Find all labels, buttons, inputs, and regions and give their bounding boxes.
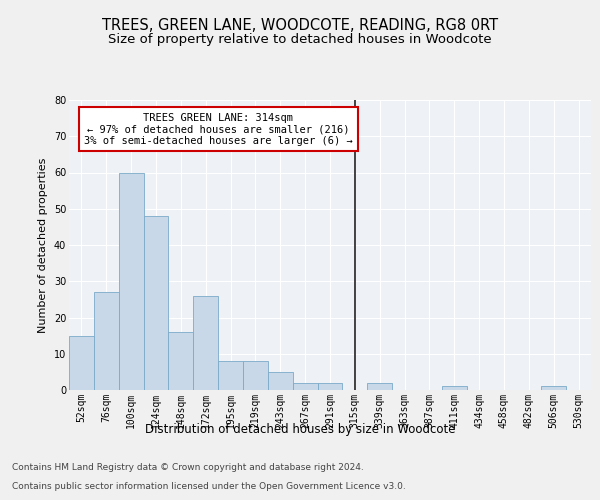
Bar bbox=[541, 386, 566, 390]
Text: Contains public sector information licensed under the Open Government Licence v3: Contains public sector information licen… bbox=[12, 482, 406, 491]
Bar bbox=[367, 383, 392, 390]
Bar bbox=[268, 372, 293, 390]
Bar bbox=[69, 336, 94, 390]
Bar bbox=[143, 216, 169, 390]
Text: TREES, GREEN LANE, WOODCOTE, READING, RG8 0RT: TREES, GREEN LANE, WOODCOTE, READING, RG… bbox=[102, 18, 498, 32]
Text: Distribution of detached houses by size in Woodcote: Distribution of detached houses by size … bbox=[145, 422, 455, 436]
Bar bbox=[169, 332, 193, 390]
Bar bbox=[243, 361, 268, 390]
Bar bbox=[293, 383, 317, 390]
Y-axis label: Number of detached properties: Number of detached properties bbox=[38, 158, 48, 332]
Bar bbox=[442, 386, 467, 390]
Bar bbox=[94, 292, 119, 390]
Bar bbox=[218, 361, 243, 390]
Bar bbox=[119, 172, 143, 390]
Bar bbox=[193, 296, 218, 390]
Text: TREES GREEN LANE: 314sqm
← 97% of detached houses are smaller (216)
3% of semi-d: TREES GREEN LANE: 314sqm ← 97% of detach… bbox=[84, 112, 353, 146]
Text: Size of property relative to detached houses in Woodcote: Size of property relative to detached ho… bbox=[108, 32, 492, 46]
Text: Contains HM Land Registry data © Crown copyright and database right 2024.: Contains HM Land Registry data © Crown c… bbox=[12, 464, 364, 472]
Bar bbox=[317, 383, 343, 390]
